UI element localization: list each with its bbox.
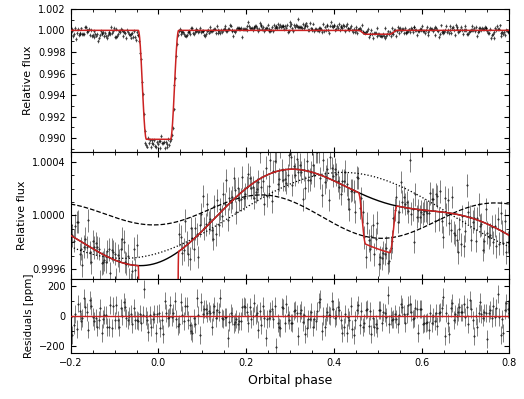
Y-axis label: Residuals [ppm]: Residuals [ppm] bbox=[24, 274, 34, 358]
Y-axis label: Relative flux: Relative flux bbox=[17, 181, 27, 250]
Y-axis label: Relative flux: Relative flux bbox=[23, 46, 32, 115]
X-axis label: Orbital phase: Orbital phase bbox=[248, 373, 332, 387]
